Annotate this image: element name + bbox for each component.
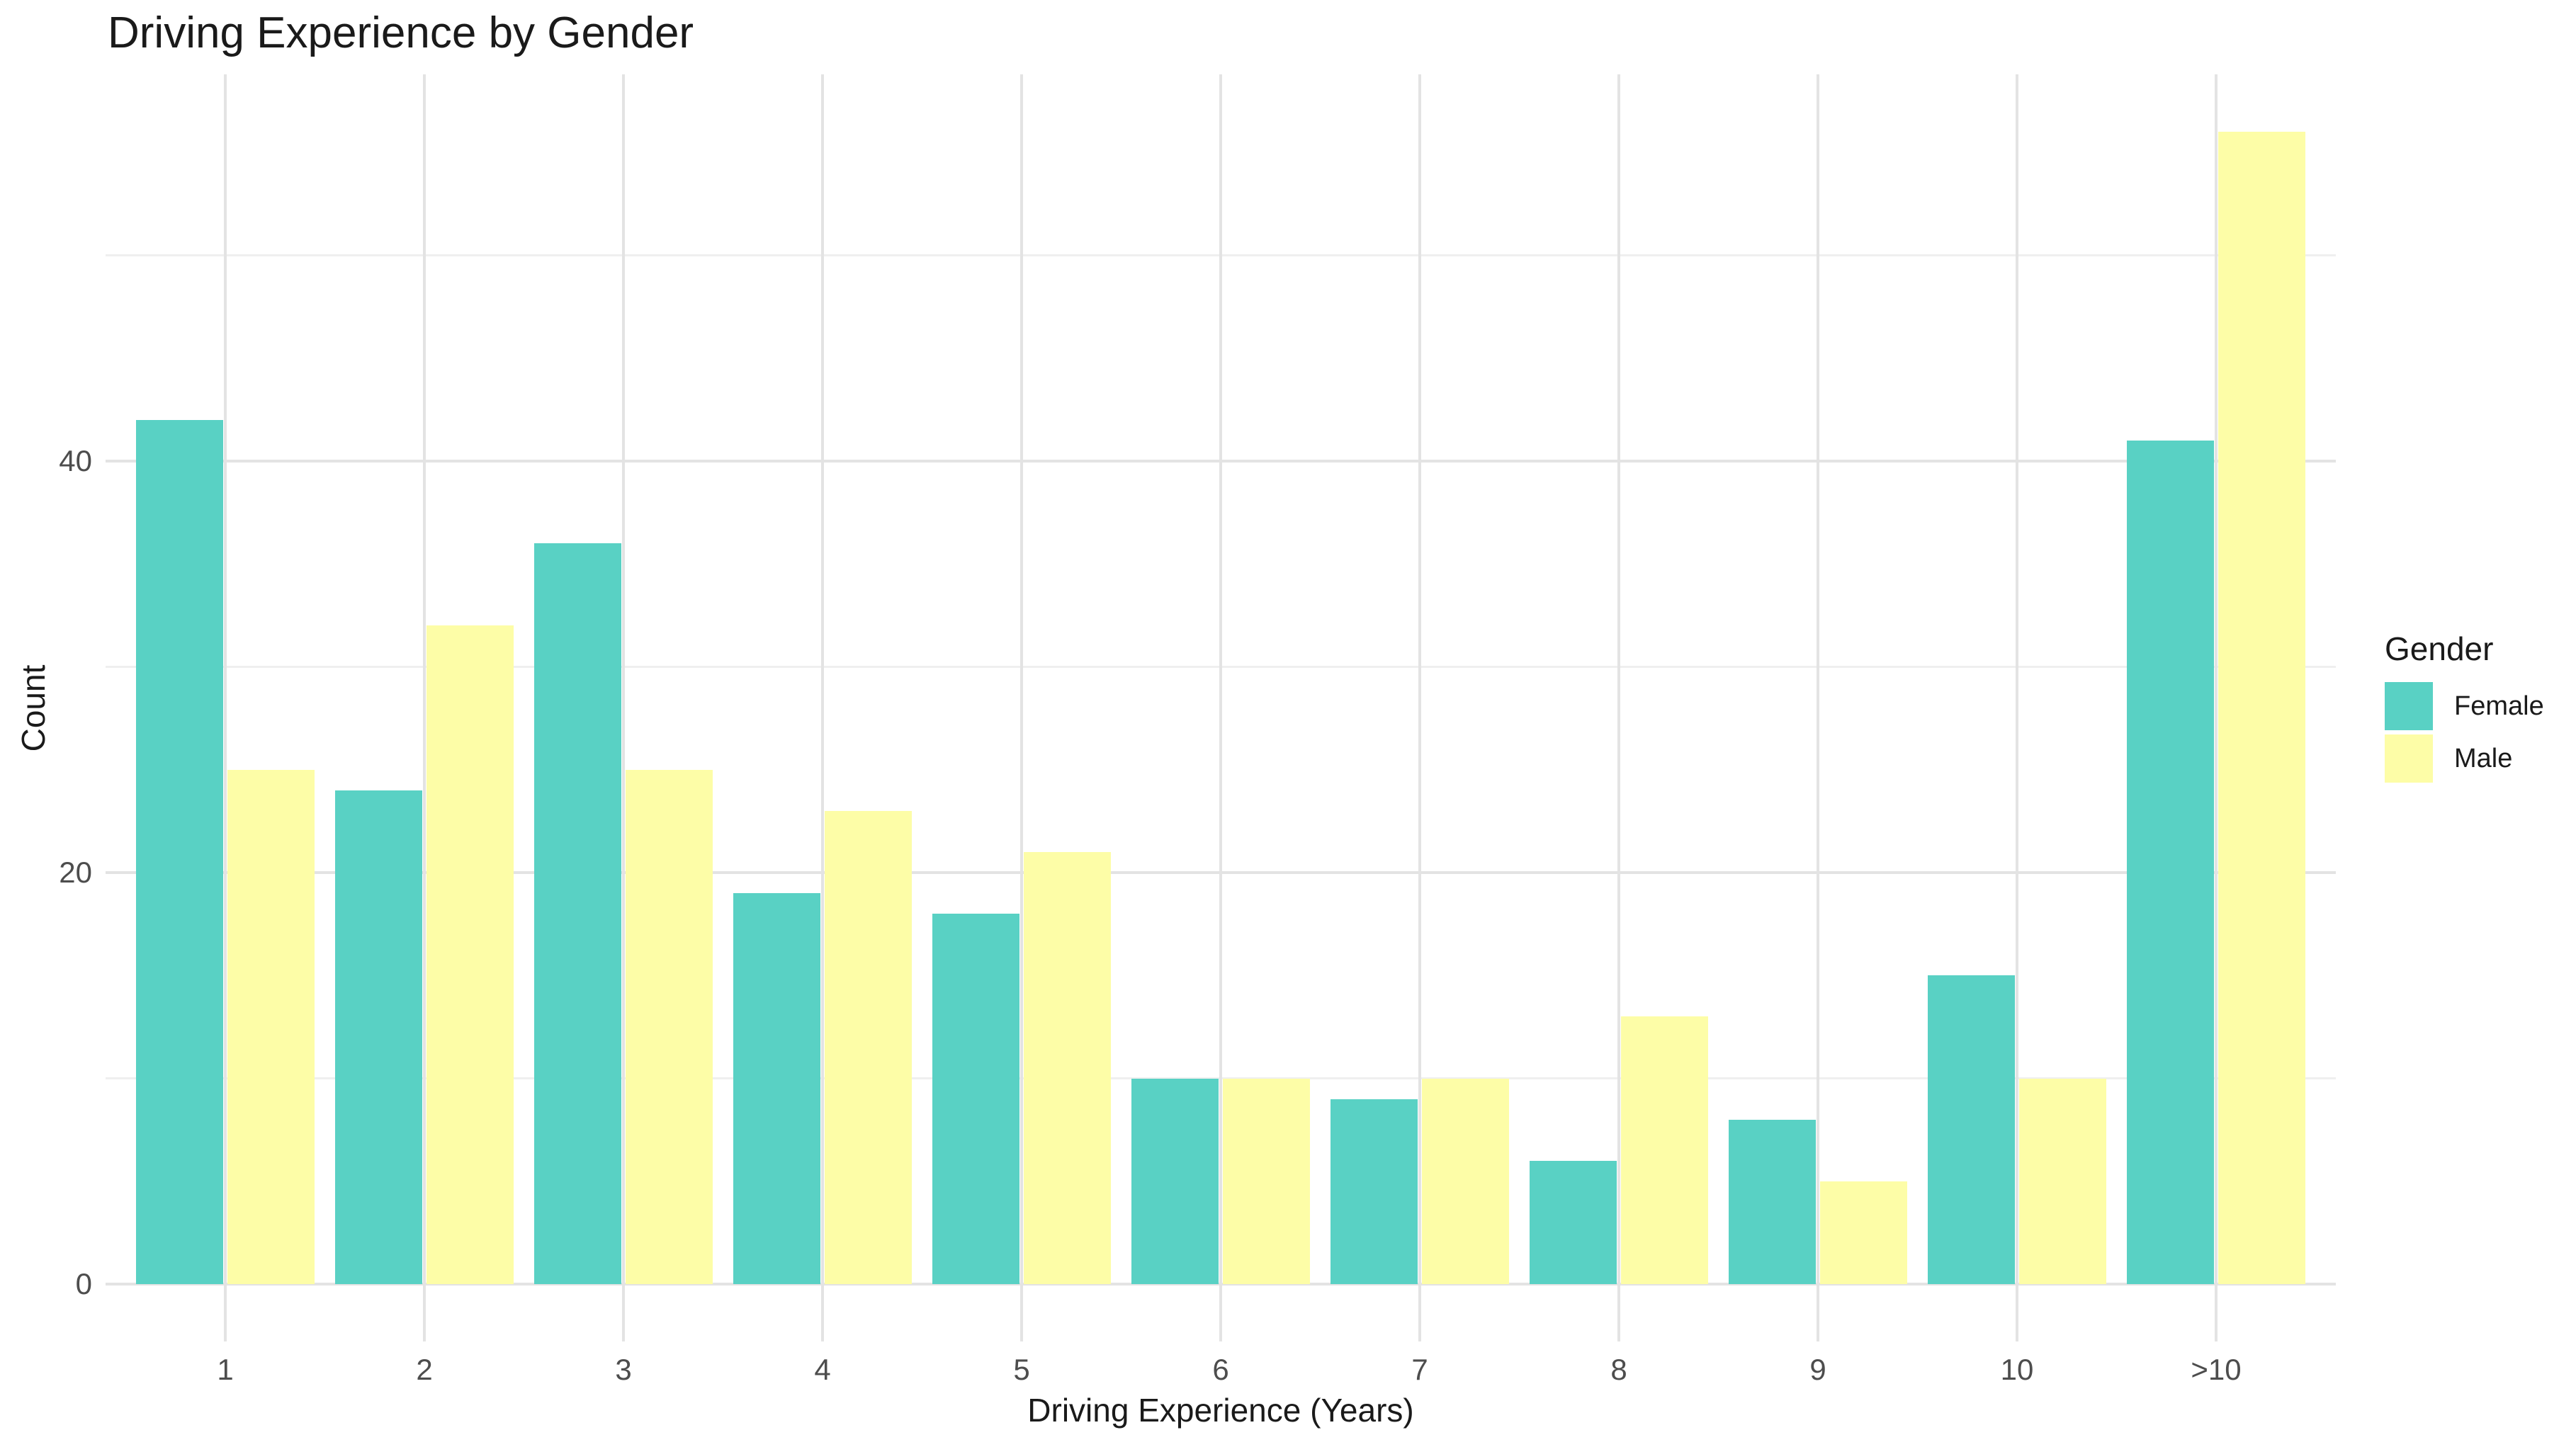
gridline-x-6 [1219, 74, 1222, 1341]
legend-title: Gender [2385, 630, 2494, 667]
gridline-x->10 [2215, 74, 2218, 1341]
x-tick-label-3: 3 [615, 1353, 632, 1386]
x-axis-title: Driving Experience (Years) [1027, 1392, 1414, 1429]
legend-label-male: Male [2454, 744, 2513, 773]
bar-female-9 [1729, 1119, 1816, 1284]
y-tick-label-40: 40 [59, 444, 92, 477]
bar-female-5 [932, 914, 1019, 1284]
x-tick-label-6: 6 [1212, 1353, 1229, 1386]
bar-male-6 [1223, 1078, 1310, 1284]
gridline-x-8 [1617, 74, 1620, 1341]
x-tick-label-5: 5 [1013, 1353, 1030, 1386]
bar-female-1 [136, 419, 223, 1284]
x-tick-label-4: 4 [814, 1353, 831, 1386]
gridline-x-7 [1418, 74, 1421, 1341]
bar-male-2 [426, 625, 514, 1284]
bar-male-8 [1621, 1016, 1708, 1284]
y-axis-title: Count [15, 664, 52, 752]
y-tick-label-20: 20 [59, 856, 92, 889]
bar-male->10 [2218, 132, 2305, 1284]
x-tick-label->10: >10 [2191, 1353, 2242, 1386]
bar-male-3 [626, 769, 713, 1284]
x-tick-label-8: 8 [1610, 1353, 1627, 1386]
bar-male-7 [1422, 1078, 1509, 1284]
gridline-x-1 [224, 74, 227, 1341]
bar-female-7 [1331, 1099, 1418, 1284]
x-tick-label-9: 9 [1809, 1353, 1826, 1386]
bar-female-2 [335, 790, 422, 1284]
x-tick-label-1: 1 [217, 1353, 234, 1386]
bar-male-4 [825, 810, 912, 1284]
legend-label-female: Female [2454, 691, 2544, 721]
x-tick-label-2: 2 [416, 1353, 433, 1386]
bar-female-4 [733, 893, 820, 1284]
gridline-x-10 [2016, 74, 2018, 1341]
plot-panel [106, 74, 2336, 1341]
bar-female-10 [1928, 975, 2015, 1284]
bar-female->10 [2127, 440, 2214, 1284]
bar-female-6 [1131, 1078, 1219, 1284]
x-tick-label-10: 10 [2000, 1353, 2034, 1386]
y-tick-label-0: 0 [75, 1267, 92, 1300]
gridline-x-5 [1020, 74, 1023, 1341]
x-tick-label-7: 7 [1411, 1353, 1428, 1386]
gridline-x-3 [622, 74, 625, 1341]
bar-male-10 [2019, 1078, 2106, 1284]
legend-swatch-female [2385, 682, 2433, 730]
gridline-x-2 [423, 74, 426, 1341]
gridline-x-9 [1817, 74, 1819, 1341]
bar-female-8 [1530, 1160, 1617, 1284]
bar-male-5 [1024, 851, 1111, 1284]
chart-title: Driving Experience by Gender [108, 8, 694, 57]
gridline-x-4 [821, 74, 824, 1341]
bar-male-9 [1820, 1181, 1907, 1284]
bar-male-1 [227, 769, 315, 1284]
bar-female-3 [534, 543, 621, 1284]
legend-swatch-male [2385, 734, 2433, 783]
